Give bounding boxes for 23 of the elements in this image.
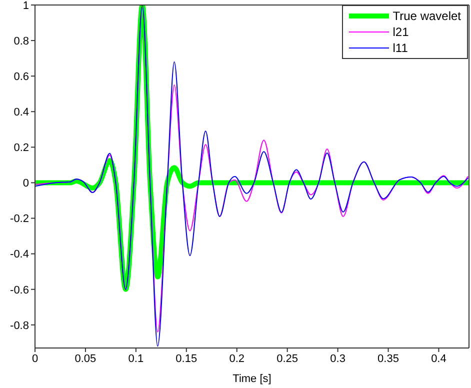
- x-tick-label: 0.35: [378, 352, 399, 365]
- y-tick-label: -0.4: [10, 248, 29, 261]
- y-tick-label: 0.4: [14, 106, 29, 119]
- x-axis-title: Time [s]: [232, 373, 272, 385]
- x-tick-label: 0.25: [276, 352, 298, 365]
- y-tick-label: 0.8: [14, 35, 29, 48]
- y-tick-label: -0.8: [10, 320, 29, 332]
- x-tick-label: 0.4: [431, 352, 446, 365]
- x-tick-label: 0.2: [229, 352, 245, 365]
- y-tick-label: 0: [22, 178, 29, 190]
- x-tick-label: 0.15: [176, 352, 198, 365]
- legend-label: l11: [392, 41, 408, 55]
- x-tick-label: 0.05: [74, 352, 96, 365]
- x-tick-label: 0: [32, 352, 38, 365]
- x-tick-label: 0.3: [330, 352, 346, 365]
- y-tick-label: -0.6: [10, 284, 29, 296]
- y-tick-label: 0.6: [14, 70, 29, 83]
- legend-label: True wavelet: [392, 9, 461, 23]
- y-tick-label: 0.2: [14, 142, 29, 154]
- x-tick-label: 0.1: [128, 352, 144, 365]
- y-tick-label: -0.2: [10, 213, 29, 226]
- legend-label: l21: [392, 25, 409, 39]
- y-tick-label: 1: [22, 0, 29, 12]
